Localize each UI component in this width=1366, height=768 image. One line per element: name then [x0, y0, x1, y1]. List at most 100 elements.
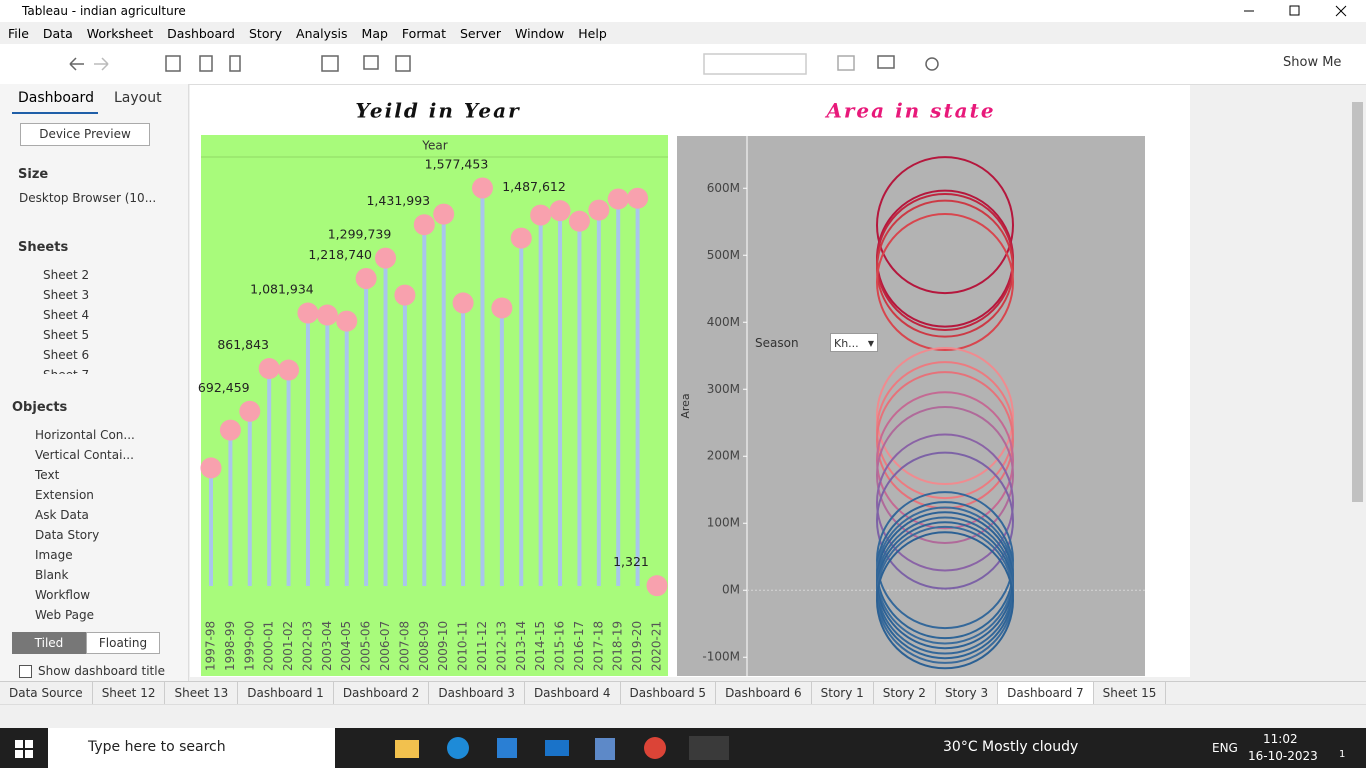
- taskbar: Type here to search 30°C Mostly cloudy E…: [0, 728, 1366, 768]
- toolbar-icons: [69, 53, 939, 75]
- dropdown-arrow: ▼: [867, 339, 874, 348]
- sheet-tab[interactable]: Sheet 15: [1094, 682, 1167, 704]
- data-label: 1,299,739: [328, 227, 392, 242]
- x-tick-label: 2007-08: [397, 621, 411, 671]
- notification-count[interactable]: 1: [1339, 749, 1346, 760]
- x-tick-label: 2018-19: [611, 621, 625, 671]
- sheet-tab[interactable]: Dashboard 1: [238, 682, 334, 704]
- tiled-button[interactable]: Tiled: [12, 632, 86, 654]
- window-controls[interactable]: [1240, 4, 1355, 18]
- x-tick-label: 1999-00: [242, 621, 256, 671]
- panel-tab[interactable]: Layout: [114, 90, 162, 106]
- sheet-item[interactable]: Sheet 6: [43, 348, 90, 362]
- sheet-tab[interactable]: Dashboard 3: [429, 682, 525, 704]
- start-button[interactable]: [15, 740, 33, 758]
- menu-item[interactable]: Server: [459, 26, 501, 41]
- pinned-apps: [395, 728, 735, 768]
- data-label: 1,431,993: [366, 193, 430, 208]
- sheet-tab[interactable]: Story 1: [812, 682, 874, 704]
- checkbox[interactable]: [19, 665, 32, 678]
- sheet-item[interactable]: Sheet 4: [43, 308, 90, 322]
- bubble: [876, 406, 1014, 545]
- stem: [558, 210, 563, 587]
- menu-item[interactable]: Help: [578, 26, 607, 41]
- title-bar: Tableau - indian agriculture: [0, 0, 1366, 22]
- weather[interactable]: 30°C Mostly cloudy: [943, 739, 1079, 755]
- column-header: Year: [421, 139, 447, 153]
- sheet-tab[interactable]: Dashboard 7: [998, 682, 1094, 704]
- sheet-tab[interactable]: Dashboard 5: [621, 682, 717, 704]
- menu-item[interactable]: Dashboard: [167, 26, 235, 41]
- filter-label: Season: [755, 336, 799, 350]
- stem: [422, 224, 427, 586]
- filter-dropdown[interactable]: Kh... ▼: [830, 333, 878, 352]
- sheet-item[interactable]: Sheet 3: [43, 288, 90, 302]
- section-header: Objects: [12, 400, 68, 415]
- sheet-tab[interactable]: Dashboard 4: [525, 682, 621, 704]
- dot: [200, 457, 222, 479]
- object-item[interactable]: Image: [35, 548, 73, 562]
- dot: [297, 302, 319, 324]
- scrollbar[interactable]: [1351, 88, 1364, 678]
- sheet-tab[interactable]: Dashboard 2: [334, 682, 430, 704]
- sheet-tab[interactable]: Sheet 13: [165, 682, 239, 704]
- sheet-tab[interactable]: Story 2: [874, 682, 936, 704]
- language[interactable]: ENG: [1212, 741, 1238, 755]
- object-item[interactable]: Horizontal Con...: [35, 428, 135, 442]
- sheet-tab[interactable]: Dashboard 6: [716, 682, 812, 704]
- stem: [364, 278, 369, 586]
- show-me-button[interactable]: Show Me: [1283, 55, 1342, 70]
- bubble: [876, 156, 1014, 295]
- scroll-thumb[interactable]: [1352, 102, 1363, 502]
- sheet-tab[interactable]: Sheet 12: [93, 682, 166, 704]
- x-tick-label: 2016-17: [572, 621, 586, 671]
- chart-title: Yeild in Year: [355, 99, 520, 123]
- stem: [286, 370, 291, 586]
- stem: [267, 368, 272, 586]
- object-item[interactable]: Ask Data: [35, 508, 89, 522]
- dot: [471, 177, 493, 199]
- menu-item[interactable]: Data: [42, 26, 73, 41]
- stem: [596, 210, 601, 586]
- x-tick-label: 1998-99: [223, 621, 237, 671]
- sheet-tab[interactable]: Story 3: [936, 682, 999, 704]
- dot: [258, 358, 280, 380]
- object-item[interactable]: Blank: [35, 568, 69, 582]
- sheet-item[interactable]: Sheet 5: [43, 328, 90, 342]
- bubble: [876, 391, 1014, 530]
- device-preview-button[interactable]: Device Preview: [20, 123, 150, 146]
- clock-time[interactable]: 11:02: [1263, 732, 1298, 746]
- size-dropdown[interactable]: Desktop Browser (10...: [19, 191, 157, 205]
- floating-button[interactable]: Floating: [86, 632, 160, 654]
- object-item[interactable]: Web Page: [35, 608, 95, 622]
- search-box[interactable]: Type here to search: [48, 728, 335, 768]
- menu-item[interactable]: Worksheet: [86, 26, 154, 41]
- section-header: Sheets: [18, 240, 69, 255]
- bubble: [876, 213, 1014, 352]
- sheet-item[interactable]: Sheet 2: [43, 268, 90, 282]
- stem: [480, 188, 485, 586]
- sheet-item[interactable]: Sheet 7: [20, 368, 170, 374]
- menu-item[interactable]: Window: [514, 26, 565, 41]
- dot: [510, 227, 532, 249]
- data-label: 1,577,453: [425, 157, 489, 172]
- y-tick-label: 100M: [707, 516, 740, 530]
- dot: [394, 284, 416, 306]
- menu-item[interactable]: Map: [361, 26, 388, 41]
- object-item[interactable]: Data Story: [35, 528, 100, 542]
- stem: [305, 313, 310, 586]
- object-item[interactable]: Extension: [35, 488, 94, 502]
- clock-date[interactable]: 16-10-2023: [1248, 749, 1318, 763]
- menu-item[interactable]: Analysis: [296, 26, 348, 41]
- object-item[interactable]: Text: [35, 468, 60, 482]
- object-item[interactable]: Vertical Contai...: [35, 448, 134, 462]
- sheet-tab[interactable]: Data Source: [0, 682, 93, 704]
- stem: [577, 221, 582, 586]
- menu-item[interactable]: File: [8, 26, 29, 41]
- menu-item[interactable]: Story: [248, 26, 283, 41]
- y-tick-label: 400M: [707, 315, 740, 329]
- menu-item[interactable]: Format: [401, 26, 446, 41]
- panel-tab[interactable]: Dashboard: [18, 90, 94, 106]
- object-item[interactable]: Workflow: [35, 588, 91, 602]
